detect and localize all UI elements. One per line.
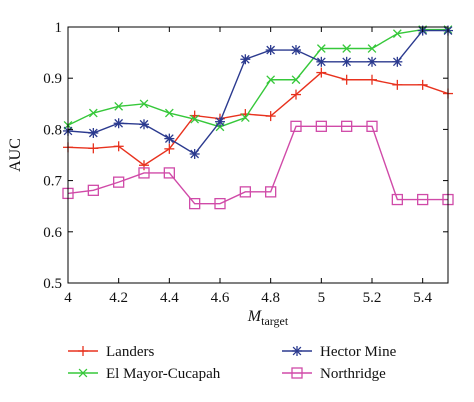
data-point-el-mayor-cucapah [240,113,250,122]
data-point-hector-mine [113,118,124,129]
data-point-landers [341,74,352,85]
x-tick-label: 5 [318,290,326,306]
series-northridge [62,120,454,210]
legend-label: El Mayor-Cucapah [106,366,221,382]
data-point-el-mayor-cucapah [342,44,352,53]
x-tick-label: 4.4 [160,290,179,306]
series-line-hector-mine [67,29,448,155]
data-point-northridge [239,186,251,198]
x-tick-label: 5.2 [363,290,382,306]
data-point-el-mayor-cucapah [139,99,149,109]
data-point-hector-mine [265,45,276,56]
series-line-el-mayor-cucapah [67,28,448,128]
x-axis-title: Mtarget [247,308,289,328]
legend-item-el-mayor-cucapah: El Mayor-Cucapah [68,366,221,382]
data-point-el-mayor-cucapah [367,44,377,53]
legend-marker [78,346,88,356]
x-tick-label: 4.2 [109,290,128,306]
legend-marker [291,367,303,379]
data-point-hector-mine [240,54,251,65]
data-point-landers [139,160,149,171]
data-point-northridge [265,186,277,198]
axes: 4 4.2 4.4 4.6 4.8 5 5.2 5.4 0.5 0.6 0.7 0.8 0.9 1 [43,20,449,306]
data-point-landers [291,89,301,100]
data-point-el-mayor-cucapah [392,29,402,39]
series-hector-mine [63,25,453,159]
data-point-northridge [366,120,378,132]
legend-marker [78,368,88,378]
data-point-landers [392,79,403,90]
series-line-northridge [67,125,448,205]
data-point-northridge [214,197,226,210]
x-tick-label: 4.6 [211,290,230,306]
legend-item-hector-mine: Hector Mine [282,344,397,360]
data-point-el-mayor-cucapah [190,114,200,124]
data-point-hector-mine [88,127,99,138]
data-point-northridge [138,167,150,179]
data-point-hector-mine [291,45,301,56]
data-point-landers [164,143,175,154]
data-point-hector-mine [392,56,403,67]
x-tick-label: 4.8 [261,290,280,306]
data-point-northridge [163,167,175,179]
x-axis-title-main: M [247,308,263,325]
y-tick-label: 0.6 [43,225,62,241]
data-point-northridge [290,120,302,132]
x-tick-label: 4 [64,290,72,306]
data-point-northridge [417,193,429,206]
data-point-northridge [113,176,125,188]
data-point-hector-mine [215,116,225,127]
data-point-el-mayor-cucapah [88,108,98,118]
legend-label: Landers [106,344,154,360]
data-point-el-mayor-cucapah [114,102,124,111]
y-tick-label: 0.7 [43,174,62,190]
plot-area [62,25,454,210]
legend-item-northridge: Northridge [282,366,386,382]
data-point-landers [316,67,327,78]
data-point-hector-mine [367,56,377,67]
data-point-el-mayor-cucapah [316,44,326,53]
data-point-hector-mine [189,148,200,159]
legend: Landers El Mayor-Cucapah Hector Mine Northr… [68,344,397,382]
data-point-el-mayor-cucapah [291,75,301,85]
data-point-landers [265,111,276,122]
x-axis-title-subscript: target [261,314,289,328]
data-point-landers [88,143,99,154]
x-tick-label: 5.4 [413,290,432,306]
data-point-northridge [341,120,353,132]
data-point-northridge [87,184,99,196]
legend-label: Northridge [320,366,386,382]
legend-item-landers: Landers [68,344,154,360]
data-point-landers [417,79,428,90]
data-point-northridge [391,193,403,206]
y-tick-label: 1 [55,20,63,36]
series-line-landers [67,71,449,167]
data-point-hector-mine [341,56,352,67]
data-point-landers [367,74,377,85]
data-point-northridge [315,120,327,132]
data-point-northridge [189,197,201,210]
data-point-landers [113,141,124,152]
data-point-el-mayor-cucapah [266,75,276,85]
data-point-el-mayor-cucapah [164,108,174,118]
data-point-hector-mine [164,133,175,144]
legend-label: Hector Mine [320,344,397,360]
series-landers [63,67,453,171]
legend-marker [292,346,302,356]
plot-frame [67,26,449,284]
y-axis-title: AUC [7,138,24,172]
data-point-hector-mine [316,56,327,67]
y-tick-label: 0.5 [43,276,62,292]
y-tick-label: 0.8 [43,122,62,138]
y-tick-label: 0.9 [43,71,62,87]
data-point-hector-mine [139,119,149,130]
